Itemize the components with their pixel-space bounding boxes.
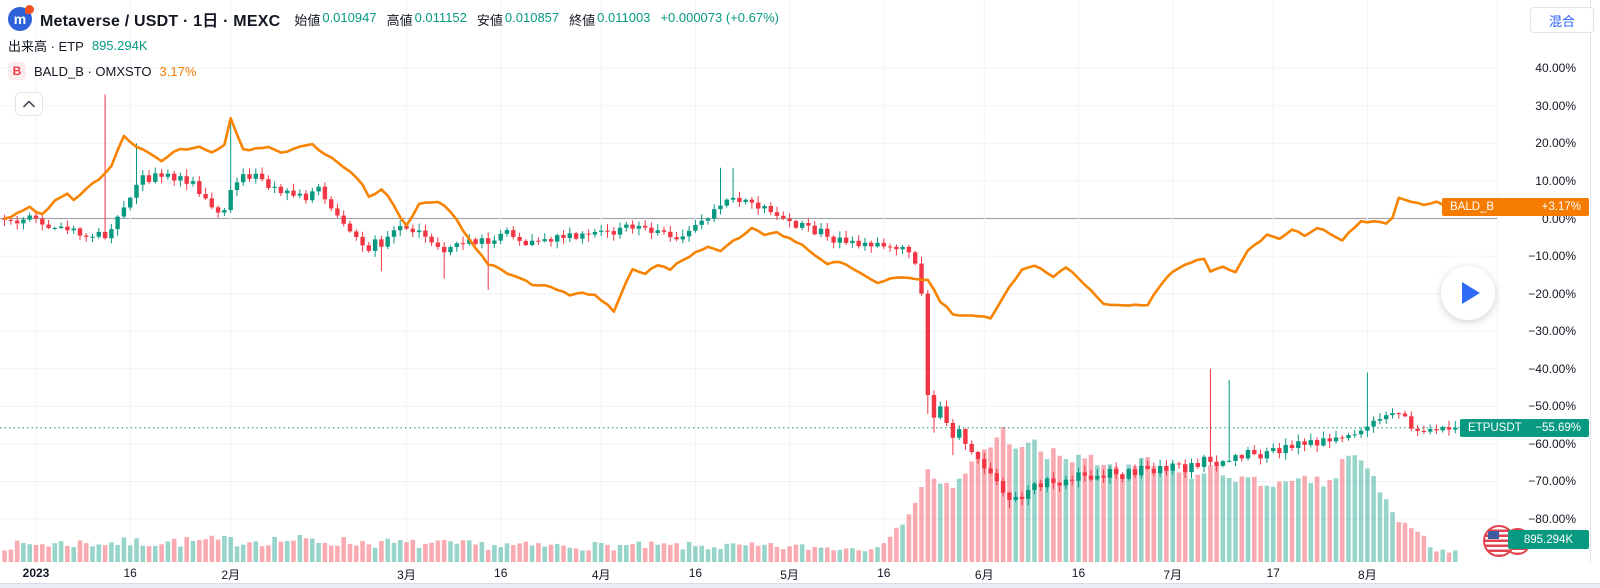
scale-mode-button[interactable]: 混合 [1530, 7, 1594, 33]
compare-source-icon: B [8, 62, 26, 80]
play-icon [1462, 282, 1480, 304]
price-axis[interactable]: 40.00% 30.00% 20.00% 10.00% 0.00% −10.00% −20.… [1497, 0, 1591, 563]
x-axis-label: 16 [494, 566, 508, 580]
volume-value: 895.294K [91, 37, 148, 53]
compare-axis-badge: BALD_B +3.17% [1442, 198, 1589, 216]
volume-badge-value: 895.294K [1523, 533, 1574, 546]
x-axis-label: 16 [688, 566, 703, 580]
symbol-title: Metaverse / USDT · 1日 · MEXC [40, 13, 281, 30]
ohlc-values: 始値 0.010947 高値 0.011152 安値 0.010857 終値 0.011… [294, 10, 779, 29]
compare-row[interactable]: B BALD_B · OMXSTO 3.17% [8, 60, 779, 82]
open-value: 0.010947 [322, 9, 377, 25]
x-axis-label: 17 [1266, 566, 1280, 580]
logo-notification-dot [25, 5, 34, 14]
x-axis-label: 2023 [22, 566, 50, 580]
y-axis-label: −30.00% [1528, 324, 1576, 339]
x-axis-label: 2月 [221, 568, 241, 582]
y-axis-label: 30.00% [1535, 98, 1576, 113]
time-axis[interactable]: 2023 16 2月 3月 16 4月 16 5月 16 6月 16 7月 17 8月 [0, 563, 1594, 583]
symbol-logo-icon: m [8, 5, 34, 31]
high-label: 高値 [386, 12, 413, 28]
x-axis-label: 16 [123, 566, 137, 580]
close-label: 終値 [569, 12, 596, 28]
y-axis-label: −50.00% [1528, 399, 1576, 414]
y-axis-label: 40.00% [1535, 61, 1576, 76]
x-axis-label: 5月 [780, 568, 799, 582]
price-axis-badge: ETPUSDT −55.69% [1460, 419, 1589, 437]
low-value: 0.010857 [504, 9, 560, 25]
y-axis-label: 20.00% [1535, 136, 1576, 151]
legend: m Metaverse / USDT · 1日 · MEXC 始値 0.01094… [8, 5, 779, 86]
volume-row[interactable]: 出来高 · ETP 895.294K [8, 34, 779, 56]
chevron-up-icon [23, 100, 35, 108]
x-axis-label: 7月 [1163, 568, 1183, 582]
price-chart-canvas[interactable] [0, 0, 1497, 563]
y-axis-label: −10.00% [1528, 249, 1576, 264]
compare-badge-value: +3.17% [1541, 201, 1581, 213]
x-axis-label: 4月 [591, 568, 611, 582]
us-flag-canton [1488, 531, 1499, 539]
replay-play-button[interactable] [1441, 266, 1495, 320]
price-badge-label: ETPUSDT [1468, 422, 1522, 434]
x-axis-label: 8月 [1358, 568, 1377, 582]
y-axis-label: −40.00% [1528, 361, 1576, 376]
compare-badge-label: BALD_B [1450, 201, 1495, 213]
close-value: 0.011003 [597, 9, 651, 25]
symbol-row[interactable]: m Metaverse / USDT · 1日 · MEXC 始値 0.01094… [8, 5, 779, 31]
logo-letter: m [13, 11, 27, 27]
change-value: +0.000073 (+0.67%) [660, 9, 779, 25]
y-axis-label: −60.00% [1528, 436, 1576, 451]
volume-label: 出来高 · ETP [8, 38, 84, 54]
y-axis-label: −70.00% [1528, 474, 1576, 489]
x-axis-label: 16 [877, 566, 891, 580]
volume-axis-badge: 895.294K [1508, 530, 1589, 549]
y-axis-label: −80.00% [1528, 512, 1576, 527]
x-axis-label: 6月 [974, 568, 994, 582]
open-label: 始値 [294, 12, 321, 28]
high-value: 0.011152 [414, 9, 467, 25]
price-badge-value: −55.69% [1535, 422, 1581, 434]
x-axis-label: 16 [1071, 566, 1086, 580]
y-axis-label: 10.00% [1535, 173, 1576, 188]
compare-label: BALD_B · OMXSTO [34, 63, 152, 79]
compare-value: 3.17% [159, 63, 197, 79]
x-axis-label: 3月 [397, 568, 416, 582]
low-label: 安値 [476, 12, 503, 28]
legend-collapse-button[interactable] [15, 92, 43, 116]
bottom-strip [0, 583, 1600, 588]
y-axis-label: −20.00% [1528, 286, 1576, 301]
